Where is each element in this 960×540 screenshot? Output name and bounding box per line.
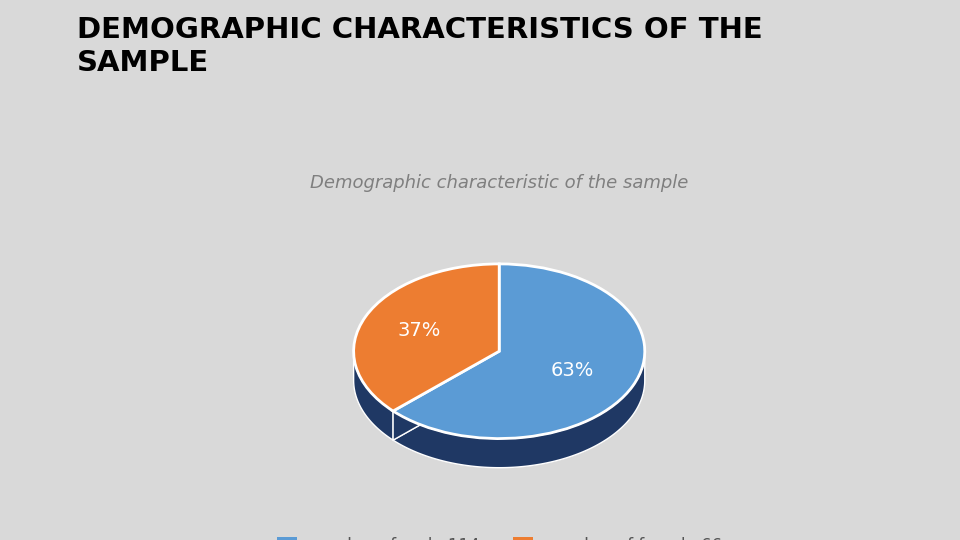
Polygon shape — [393, 351, 499, 440]
Ellipse shape — [353, 293, 645, 468]
Legend: number of male 114, number of female 66: number of male 114, number of female 66 — [270, 531, 729, 540]
Wedge shape — [353, 264, 499, 411]
Polygon shape — [393, 351, 499, 440]
Polygon shape — [353, 352, 393, 440]
Text: 37%: 37% — [397, 321, 441, 340]
Text: Demographic characteristic of the sample: Demographic characteristic of the sample — [310, 174, 688, 192]
Text: 63%: 63% — [551, 361, 594, 380]
Wedge shape — [393, 264, 645, 438]
Text: DEMOGRAPHIC CHARACTERISTICS OF THE
SAMPLE: DEMOGRAPHIC CHARACTERISTICS OF THE SAMPL… — [77, 16, 762, 77]
Polygon shape — [393, 352, 645, 468]
